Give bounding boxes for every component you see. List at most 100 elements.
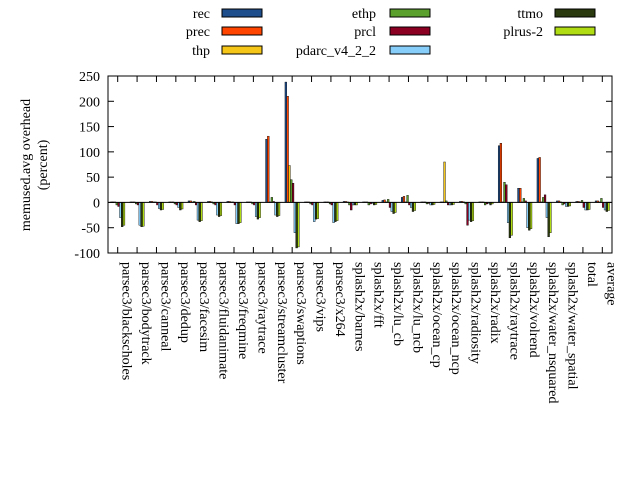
bar-plrus-2 [122, 202, 126, 226]
bar-prcl [505, 184, 508, 203]
x-tick-label: splash2x/water_nsquared [545, 262, 560, 404]
bar-plrus-2 [142, 202, 145, 227]
plot-frame [107, 75, 613, 254]
bar-plrus-2 [181, 202, 184, 210]
bar-ttmo [179, 202, 182, 211]
legend-swatch-prec [221, 26, 263, 36]
x-tick-label: splash2x/radiosity [468, 262, 483, 364]
bar-rec [536, 158, 539, 203]
bar-plrus-2 [510, 202, 513, 236]
bar-plrus-2 [607, 202, 610, 211]
legend-swatch-ethp [389, 8, 431, 18]
legend-label-prec: prec [186, 25, 210, 40]
bar-ethp [290, 179, 293, 203]
bar-ttmo [586, 202, 589, 211]
legend-label-pdarc_v4_2_2: pdarc_v4_2_2 [296, 44, 376, 59]
bar-ttmo [140, 202, 143, 227]
bar-ttmo [605, 202, 608, 212]
y-tick-label: 250 [79, 70, 100, 85]
legend-label-ttmo: ttmo [517, 7, 543, 22]
bar-plrus-2 [219, 202, 223, 216]
bar-ttmo [218, 202, 221, 217]
legend-label-prcl: prcl [354, 25, 376, 40]
bar-prcl [466, 202, 469, 226]
x-tick-label: parsec3/fluidanimate [216, 262, 231, 379]
legend-label-plrus-2: plrus-2 [503, 25, 543, 40]
x-tick-label: parsec3/blackscholes [119, 262, 134, 380]
x-tick-label: splash2x/radix [487, 262, 502, 344]
bar-rec [265, 139, 268, 203]
bar-pdarc_v4_2_2 [138, 202, 141, 226]
bar-ttmo [237, 202, 240, 224]
legend-label-rec: rec [193, 7, 210, 22]
bar-ethp [503, 181, 506, 203]
y-axis-label-unit: (percent) [36, 139, 51, 190]
bar-plrus-2 [277, 202, 281, 216]
bar-ttmo [470, 202, 473, 222]
bar-ttmo [392, 202, 395, 214]
bar-plrus-2 [568, 202, 571, 207]
bar-ttmo [276, 202, 279, 217]
bar-ttmo [566, 202, 570, 207]
bar-ethp [542, 197, 545, 203]
x-tick-label: average [603, 262, 618, 306]
bar-plrus-2 [316, 202, 319, 219]
bar-ethp [522, 198, 525, 203]
bar-ethp [270, 197, 273, 203]
bar-pdarc_v4_2_2 [158, 202, 161, 209]
bar-prcl [350, 202, 353, 211]
x-tick-label: parsec3/dedup [177, 262, 192, 343]
axes: -100 -50 0 50 100 150 200 250 parsec3/blackschol… [74, 70, 618, 404]
x-tick-label: parsec3/streamcluster [274, 262, 289, 384]
bar-ttmo [508, 202, 511, 239]
bar-rec [284, 81, 287, 203]
legend-swatch-plrus-2 [554, 26, 596, 36]
bar-prec [519, 188, 522, 203]
bar-pdarc_v4_2_2 [293, 202, 296, 233]
x-tick-label: parsec3/canneal [157, 262, 172, 351]
bar-pdarc_v4_2_2 [390, 202, 393, 212]
bar-plrus-2 [394, 202, 397, 213]
bar-rec [401, 197, 404, 203]
legend-label-ethp: ethp [352, 7, 376, 22]
bar-pdarc_v4_2_2 [506, 202, 510, 223]
bar-pdarc_v4_2_2 [313, 202, 316, 222]
x-tick-label: parsec3/facesim [196, 262, 211, 352]
bar-plrus-2 [336, 202, 339, 221]
x-tick-label: splash2x/ocean_cp [429, 262, 444, 368]
legend-label-thp: thp [192, 44, 210, 59]
bar-prec [286, 96, 289, 203]
y-tick-label: 200 [79, 95, 100, 110]
bar-rec [497, 145, 501, 203]
bar-prec [267, 135, 270, 203]
bar-prec [499, 143, 502, 203]
bar-ethp [600, 198, 603, 203]
legend-swatch-thp [221, 45, 263, 55]
bar-plrus-2 [200, 202, 203, 221]
x-tick-label: total [584, 262, 599, 287]
y-tick-label: 150 [79, 121, 100, 136]
bar-plrus-2 [529, 202, 533, 229]
x-tick-label: splash2x/volrend [526, 262, 541, 358]
bar-ttmo [295, 202, 298, 249]
bar-pdarc_v4_2_2 [235, 202, 238, 224]
bar-ttmo [198, 202, 201, 222]
bar-prcl [291, 183, 295, 203]
y-tick-label: 100 [79, 146, 100, 161]
x-tick-label: parsec3/bodytrack [138, 262, 153, 365]
bars [110, 81, 610, 249]
bar-prcl [602, 202, 605, 208]
x-tick-label: splash2x/raytrace [506, 262, 521, 360]
bar-ttmo [547, 202, 550, 238]
bar-prcl [543, 194, 547, 203]
bar-pdarc_v4_2_2 [216, 202, 219, 216]
x-tick-label: parsec3/x264 [332, 262, 347, 337]
x-tick-label: splash2x/water_spatial [565, 262, 580, 390]
x-tick-label: splash2x/ocean_ncp [448, 262, 463, 375]
bar-ttmo [256, 202, 259, 220]
bar-plrus-2 [161, 202, 164, 210]
y-tick-label: -50 [81, 222, 100, 237]
bar-pdarc_v4_2_2 [332, 202, 335, 223]
bar-pdarc_v4_2_2 [274, 202, 277, 216]
bar-prec [538, 157, 541, 203]
